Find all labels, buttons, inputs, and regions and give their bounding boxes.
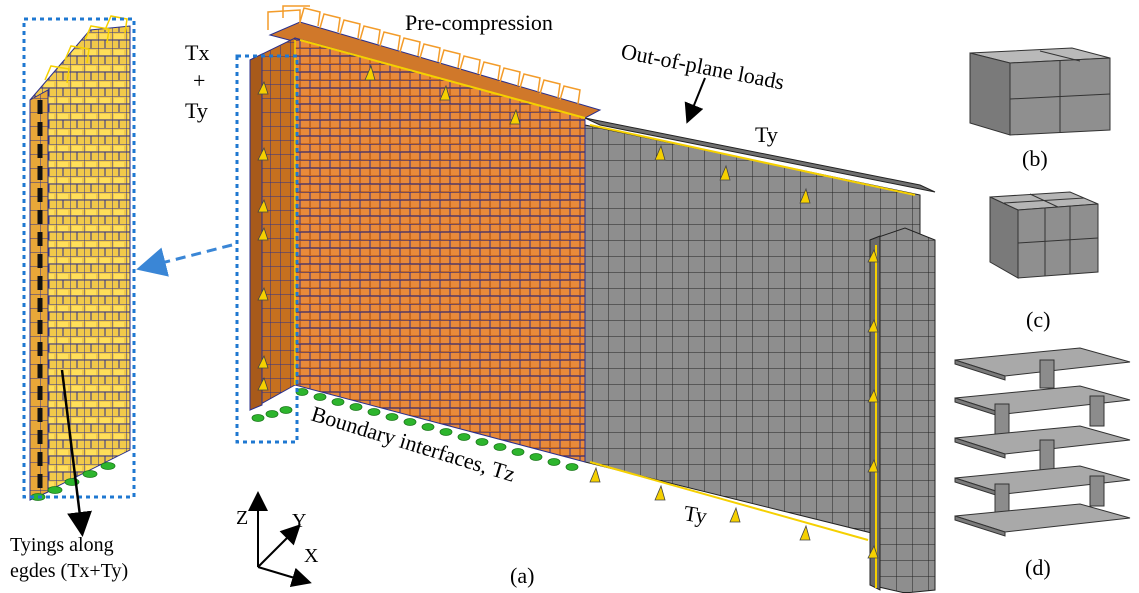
out-of-plane-arrow	[684, 77, 706, 124]
label-axis-z: Z	[236, 507, 248, 529]
label-ty-left: Ty	[185, 98, 208, 123]
detail-b	[969, 47, 1111, 136]
label-panel-c: (c)	[1026, 307, 1050, 332]
flange-edge	[249, 53, 263, 411]
grey-wall-top	[584, 117, 936, 193]
label-tyings-line1: Tyings along	[10, 534, 114, 556]
grey-top-edge-line	[589, 124, 916, 196]
label-ty-bottom: Ty	[682, 500, 709, 528]
zoom-column	[22, 15, 136, 537]
label-ty-top: Ty	[755, 122, 778, 147]
label-plus: +	[193, 68, 205, 93]
label-pre-compression: Pre-compression	[405, 10, 553, 35]
detail-d	[954, 347, 1131, 537]
tyings-arrow	[60, 369, 92, 537]
zoom-cages	[44, 15, 128, 84]
callout-box-zoom	[22, 17, 136, 499]
detail-c	[989, 191, 1099, 279]
grey-bottom-edge-line	[589, 461, 869, 541]
label-axis-y: Y	[292, 510, 306, 532]
precompression-cages	[267, 5, 581, 105]
main-wall	[235, 5, 936, 593]
label-panel-d: (d)	[1025, 555, 1051, 580]
label-axis-x: X	[304, 545, 319, 567]
label-panel-a: (a)	[510, 563, 534, 588]
tying-markers	[257, 64, 879, 559]
callout-box-main	[235, 54, 299, 444]
axes	[248, 491, 312, 587]
callout-arrow	[136, 243, 233, 277]
label-tyings-line2: egdes (Tx+Ty)	[10, 560, 128, 582]
label-tx: Tx	[185, 40, 209, 65]
zoom-column-side	[29, 89, 49, 501]
brick-top-edge-line	[299, 39, 586, 119]
boundary-supports	[251, 388, 579, 471]
label-panel-b: (b)	[1022, 146, 1048, 171]
